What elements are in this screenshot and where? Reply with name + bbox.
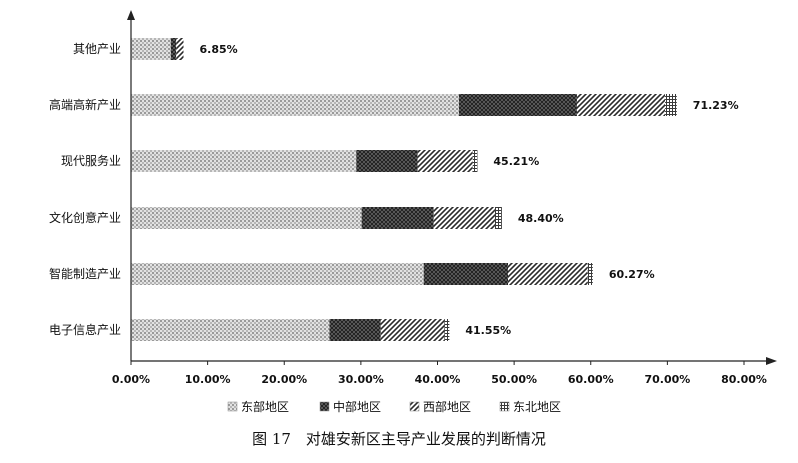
x-tick-label: 60.00%	[568, 373, 614, 386]
y-axis-arrow	[127, 10, 135, 20]
total-label: 71.23%	[693, 99, 739, 112]
x-tick-label: 20.00%	[261, 373, 307, 386]
legend-label: 东北地区	[513, 400, 561, 414]
figure-caption: 图 17 对雄安新区主导产业发展的判断情况	[252, 430, 546, 448]
bar-segment-4-3	[472, 150, 478, 172]
x-tick-label: 80.00%	[721, 373, 767, 386]
bar-segment-4-6	[444, 319, 450, 341]
legend-label: 西部地区	[423, 399, 471, 414]
bar-segment-3-3	[417, 150, 473, 172]
legend-label: 中部地区	[333, 399, 381, 414]
legend-swatch	[319, 401, 330, 412]
x-tick-label: 50.00%	[491, 373, 537, 386]
category-label: 其他产业	[73, 42, 121, 56]
legend-swatch	[499, 401, 510, 412]
bar-segment-1-2	[131, 94, 459, 116]
total-label: 60.27%	[609, 268, 655, 281]
bar-segment-1-4	[131, 207, 362, 229]
bar-segment-3-2	[576, 94, 666, 116]
bar-segment-2-2	[458, 94, 577, 116]
bar-segment-3-6	[380, 319, 445, 341]
x-tick-label: 40.00%	[415, 373, 461, 386]
total-label: 45.21%	[493, 155, 539, 168]
bar-segment-3-1	[176, 38, 184, 60]
axes	[127, 10, 777, 365]
legend-swatch	[227, 401, 238, 412]
value-labels: 6.85% 71.23% 45.21% 48.40% 60.27% 41.55%	[199, 43, 738, 337]
bar-segment-2-1	[170, 38, 177, 60]
x-tick-label: 10.00%	[185, 373, 231, 386]
category-label: 现代服务业	[61, 153, 121, 168]
bar-segment-4-5	[587, 263, 593, 285]
bar-segment-3-4	[433, 207, 495, 229]
category-label: 电子信息产业	[49, 322, 121, 337]
x-axis-arrow	[766, 357, 777, 365]
legend-swatch	[409, 401, 420, 412]
x-tick-label: 70.00%	[644, 373, 690, 386]
category-label: 智能制造产业	[49, 266, 121, 281]
bar-segment-1-1	[131, 38, 171, 60]
bar-segment-2-4	[361, 207, 434, 229]
bar-segment-3-5	[508, 263, 588, 285]
category-label: 文化创意产业	[49, 210, 121, 225]
bar-segment-2-5	[423, 263, 508, 285]
category-label: 高端高新产业	[49, 97, 121, 112]
x-ticks: 0.00% 10.00% 20.00% 30.00% 40.00% 50.00% 60.00…	[112, 361, 767, 386]
bar-segment-2-6	[329, 319, 381, 341]
bar-segment-1-3	[131, 150, 357, 172]
legend: 东部地区 中部地区 西部地区 东北地区	[227, 399, 561, 414]
total-label: 41.55%	[465, 324, 511, 337]
bar-segment-1-6	[131, 319, 330, 341]
legend-label: 东部地区	[241, 399, 289, 414]
total-label: 6.85%	[199, 43, 237, 56]
bar-segment-4-2	[665, 94, 677, 116]
bar-segment-2-3	[356, 150, 418, 172]
x-tick-label: 0.00%	[112, 373, 150, 386]
bar-segment-1-5	[131, 263, 424, 285]
total-label: 48.40%	[518, 212, 564, 225]
bars	[131, 38, 677, 341]
x-tick-label: 30.00%	[338, 373, 384, 386]
bar-segment-4-4	[494, 207, 502, 229]
